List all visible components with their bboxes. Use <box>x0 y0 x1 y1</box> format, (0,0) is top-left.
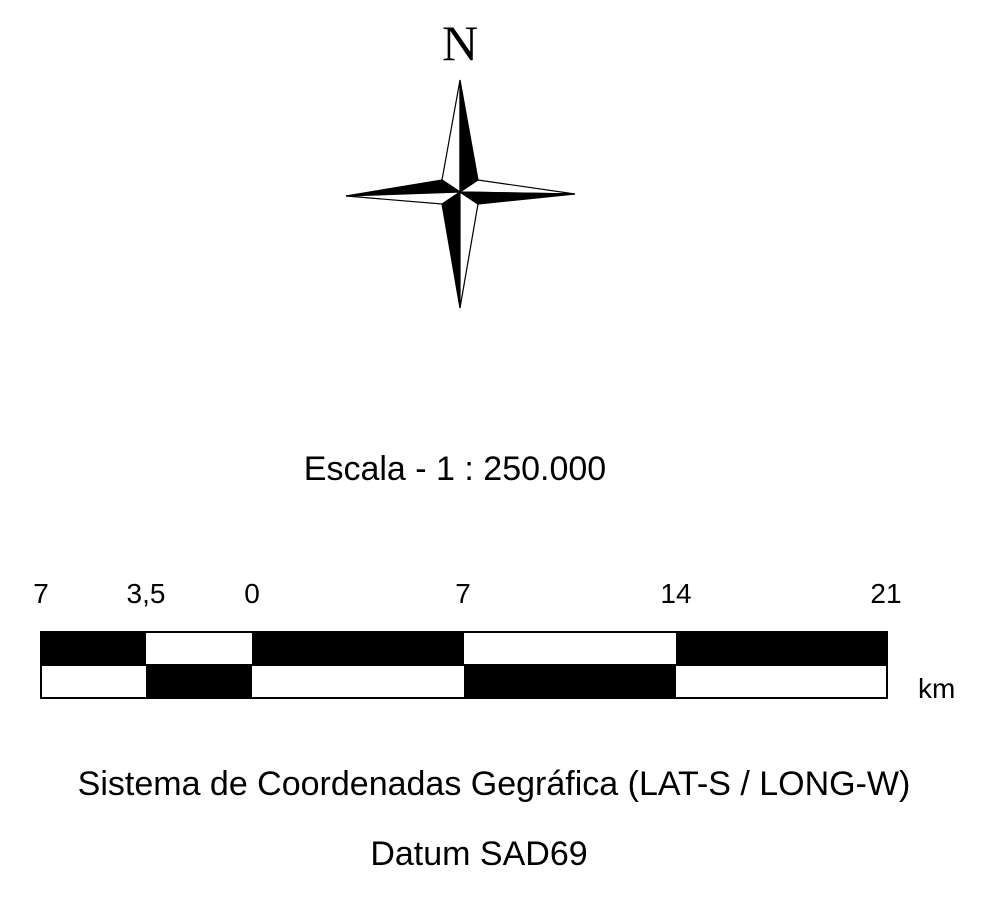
scale-segment-bottom-5 <box>676 665 888 699</box>
coordinate-system-text: Sistema de Coordenadas Gegráfica (LAT-S … <box>77 765 911 803</box>
scale-segment-top-3 <box>252 631 464 665</box>
scale-bar <box>40 631 888 699</box>
scale-title: Escala - 1 : 250.000 <box>303 450 607 488</box>
scale-tick-label: 21 <box>870 578 902 609</box>
scale-unit-label: km <box>918 673 956 704</box>
north-label: N <box>441 15 479 71</box>
scale-segment-bottom-4 <box>464 665 676 699</box>
scale-segment-top-5 <box>676 631 888 665</box>
scale-segment-bottom-3 <box>252 665 464 699</box>
scale-tick-label: 7 <box>455 578 471 609</box>
scale-tick-label: 0 <box>244 578 260 609</box>
compass-rose-icon <box>345 79 576 309</box>
scale-segment-top-4 <box>464 631 676 665</box>
scale-segment-bottom-1 <box>40 665 146 699</box>
scale-tick-label: 3,5 <box>126 578 166 609</box>
scale-tick-label: 7 <box>33 578 49 609</box>
scale-segment-top-1 <box>40 631 146 665</box>
scale-tick-label: 14 <box>660 578 692 609</box>
scale-segment-top-2 <box>146 631 252 665</box>
datum-text: Datum SAD69 <box>370 835 588 873</box>
scale-segment-bottom-2 <box>146 665 252 699</box>
